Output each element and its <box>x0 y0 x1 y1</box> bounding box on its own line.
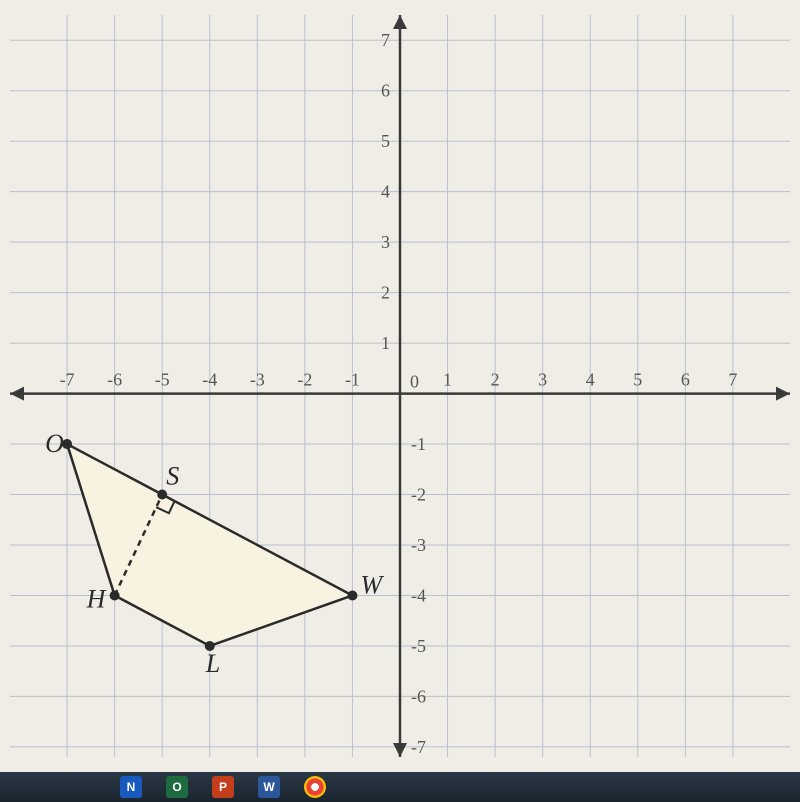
svg-text:5: 5 <box>381 131 390 151</box>
svg-text:3: 3 <box>538 370 547 390</box>
svg-text:L: L <box>205 649 220 678</box>
svg-text:1: 1 <box>443 370 452 390</box>
onenote-icon[interactable]: N <box>120 776 142 798</box>
svg-text:-4: -4 <box>411 585 426 605</box>
powerpoint-icon[interactable]: P <box>212 776 234 798</box>
screen-area: -7-6-5-4-3-2-1012345671234567-1-2-3-4-5-… <box>0 0 800 772</box>
svg-text:-1: -1 <box>411 434 426 454</box>
coordinate-graph: -7-6-5-4-3-2-1012345671234567-1-2-3-4-5-… <box>10 10 790 762</box>
svg-text:4: 4 <box>586 370 595 390</box>
svg-text:2: 2 <box>491 370 500 390</box>
svg-text:-5: -5 <box>155 370 170 390</box>
outlook-icon[interactable]: O <box>166 776 188 798</box>
svg-text:H: H <box>86 584 107 613</box>
svg-text:3: 3 <box>381 232 390 252</box>
taskbar: N O P W <box>0 772 800 802</box>
svg-text:5: 5 <box>633 370 642 390</box>
svg-text:-3: -3 <box>411 535 426 555</box>
svg-text:-7: -7 <box>411 737 426 757</box>
svg-text:-2: -2 <box>411 485 426 505</box>
svg-text:6: 6 <box>381 81 390 101</box>
svg-text:-6: -6 <box>107 370 122 390</box>
graph-container: -7-6-5-4-3-2-1012345671234567-1-2-3-4-5-… <box>10 10 790 762</box>
svg-text:S: S <box>166 462 179 491</box>
svg-text:-3: -3 <box>250 370 265 390</box>
svg-text:W: W <box>360 570 384 599</box>
svg-text:-6: -6 <box>411 686 426 706</box>
svg-text:7: 7 <box>381 30 390 50</box>
svg-text:O: O <box>45 429 64 458</box>
chrome-icon[interactable] <box>304 776 326 798</box>
svg-text:2: 2 <box>381 283 390 303</box>
svg-text:-2: -2 <box>297 370 312 390</box>
svg-text:-1: -1 <box>345 370 360 390</box>
svg-text:1: 1 <box>381 333 390 353</box>
svg-text:7: 7 <box>728 370 737 390</box>
svg-text:6: 6 <box>681 370 690 390</box>
svg-text:-4: -4 <box>202 370 217 390</box>
word-icon[interactable]: W <box>258 776 280 798</box>
svg-text:-7: -7 <box>60 370 75 390</box>
svg-text:4: 4 <box>381 182 390 202</box>
svg-text:0: 0 <box>410 372 419 392</box>
svg-text:-5: -5 <box>411 636 426 656</box>
